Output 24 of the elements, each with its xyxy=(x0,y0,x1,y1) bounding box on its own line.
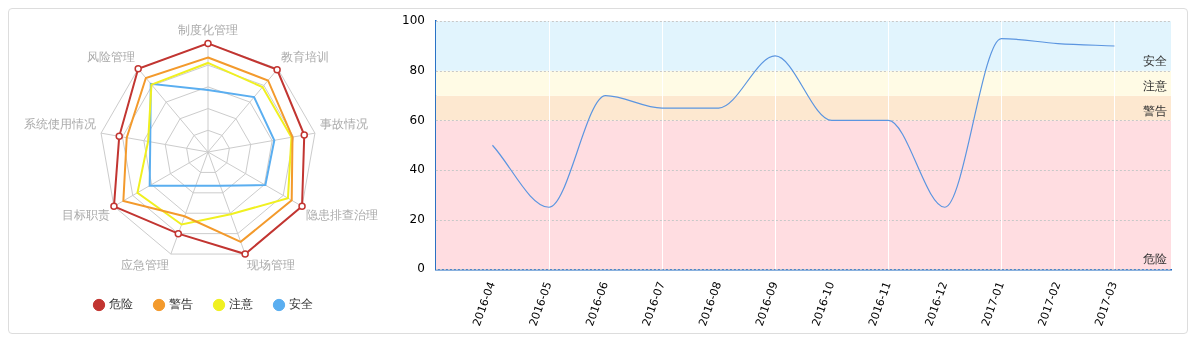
band-label: 危险 xyxy=(1143,252,1167,267)
y-tick-label: 60 xyxy=(409,112,425,127)
y-tick-label: 0 xyxy=(417,261,425,276)
band-label: 警告 xyxy=(1143,103,1167,118)
spoke-label: 制度化管理 xyxy=(178,23,238,38)
spoke-label: 目标职责 xyxy=(61,208,110,223)
legend-label: 安全 xyxy=(289,297,313,312)
band-label: 安全 xyxy=(1143,53,1167,68)
band-label: 注意 xyxy=(1143,78,1167,93)
spoke-label: 教育培训 xyxy=(281,49,330,64)
spoke-label: 系统使用情况 xyxy=(24,117,97,132)
y-tick-label: 20 xyxy=(409,211,425,226)
y-tick-label: 100 xyxy=(402,13,425,28)
spoke-label: 应急管理 xyxy=(121,258,170,273)
spoke-label: 风险管理 xyxy=(86,49,135,64)
legend-label: 警告 xyxy=(169,297,193,312)
y-tick-label: 80 xyxy=(409,62,425,77)
legend-label: 危险 xyxy=(109,297,133,312)
spoke-label: 隐患排查治理 xyxy=(306,208,379,223)
spoke-label: 现场管理 xyxy=(246,258,295,273)
line-series xyxy=(491,37,1116,208)
legend-label: 注意 xyxy=(229,297,253,312)
spoke-label: 事故情况 xyxy=(319,117,368,132)
y-tick-label: 40 xyxy=(409,162,425,177)
